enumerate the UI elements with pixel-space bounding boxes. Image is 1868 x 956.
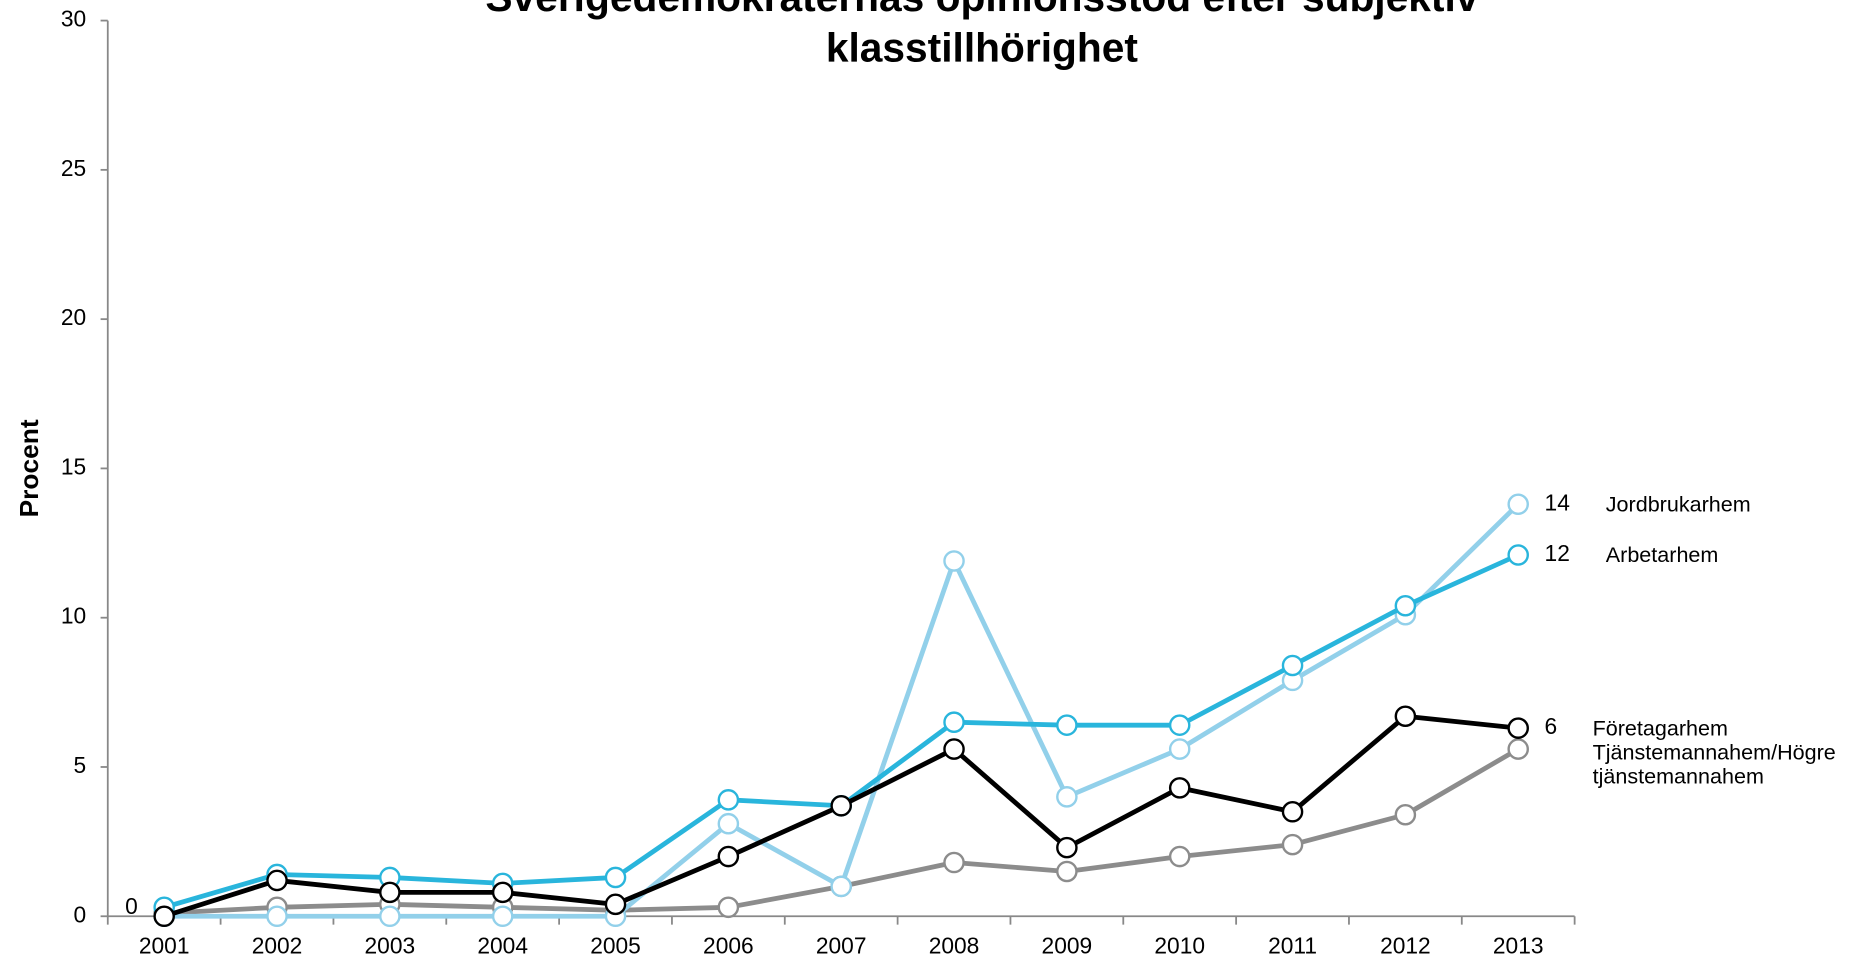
legend-text: Arbetarhem <box>1605 543 1719 567</box>
point <box>1507 493 1529 516</box>
point <box>943 851 965 874</box>
y-tick-label: 15 <box>61 453 86 479</box>
point <box>491 905 514 928</box>
y-tick-label: 5 <box>74 752 87 778</box>
y-tick-label: 20 <box>61 304 86 330</box>
point <box>830 795 852 817</box>
data-label: 6 <box>1545 713 1558 739</box>
point <box>1394 705 1417 728</box>
series-line <box>163 552 1520 910</box>
x-tick-label: 2013 <box>1493 932 1544 956</box>
point <box>153 905 175 928</box>
legend-text: Företagarhem <box>1592 716 1728 741</box>
x-tick-label: 2008 <box>929 932 980 956</box>
x-tick-label: 2011 <box>1268 932 1317 956</box>
point <box>1507 544 1529 566</box>
x-tick-label: 2007 <box>816 932 867 956</box>
point <box>379 905 401 928</box>
data-label: 12 <box>1545 540 1570 566</box>
x-tick-label: 2012 <box>1380 932 1431 956</box>
point <box>266 905 288 928</box>
x-tick-label: 2010 <box>1154 932 1205 956</box>
y-axis-label: Procent <box>14 419 44 517</box>
y-tick-label: 10 <box>61 603 86 629</box>
point <box>943 711 965 733</box>
series-line <box>164 502 1520 919</box>
point <box>1056 860 1078 883</box>
point <box>943 738 965 760</box>
point <box>266 869 288 892</box>
x-tick-label: 2002 <box>252 932 303 956</box>
chart-title: Sverigedemokraternas opinionsstöd efter … <box>485 0 1478 70</box>
x-tick-label: 2009 <box>1042 932 1093 956</box>
point <box>1507 717 1529 739</box>
point <box>1281 833 1304 856</box>
legend-label: Tjänstemannahem/​Högre tjänstemannahem <box>1592 740 1836 789</box>
point <box>1168 738 1191 760</box>
point <box>717 812 740 835</box>
point <box>1056 836 1078 859</box>
x-tick-label: 2006 <box>703 932 754 956</box>
point <box>1281 654 1304 677</box>
x-tick-label: 2001 <box>139 932 190 956</box>
point <box>1507 738 1529 760</box>
point <box>1168 777 1191 799</box>
point <box>1394 594 1417 617</box>
point <box>1168 714 1191 736</box>
point <box>1056 786 1078 808</box>
point <box>1168 845 1191 868</box>
point <box>717 896 740 919</box>
x-tick-label: 2004 <box>477 932 528 956</box>
point <box>379 881 401 904</box>
x-tick-label: 2005 <box>590 932 641 956</box>
point <box>491 881 514 904</box>
point <box>1394 803 1417 826</box>
point <box>943 550 965 572</box>
point <box>830 875 852 898</box>
data-label: 0 <box>125 893 138 919</box>
point <box>1281 800 1304 823</box>
y-tick-label: 0 <box>74 901 87 927</box>
point <box>717 789 740 811</box>
y-tick-label: 30 <box>61 6 86 32</box>
legend-label: Företagarhem <box>1592 716 1728 741</box>
x-tick-label: 2003 <box>365 932 416 956</box>
legend-label: Arbetarhem <box>1605 543 1719 567</box>
point <box>1056 714 1078 736</box>
legend-text: Jordbrukarhem <box>1605 492 1751 517</box>
legend-text: Tjänstemannahem/​Högre tjänstemannahem <box>1592 740 1836 789</box>
point <box>604 866 627 889</box>
point <box>717 845 740 868</box>
y-tick-label: 25 <box>61 155 86 181</box>
point <box>604 893 627 916</box>
legend-label: Jordbrukarhem <box>1605 492 1751 517</box>
data-label: 14 <box>1545 489 1570 515</box>
